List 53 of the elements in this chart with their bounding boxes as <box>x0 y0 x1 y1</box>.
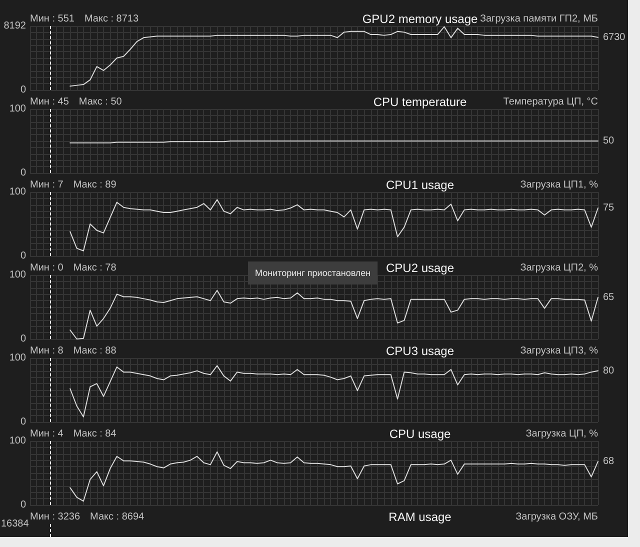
text: Макс : 84 <box>73 428 117 440</box>
text: Макс : 8713 <box>84 14 139 24</box>
text: Макс : 89 <box>73 180 117 190</box>
y-axis-title: Загрузка ЦП, % <box>526 428 598 440</box>
y-axis-title: Загрузка ЦП3, % <box>520 346 598 356</box>
text: Мин : 45 <box>30 96 70 108</box>
y-tick-label: 0 <box>20 334 26 344</box>
chart-title: CPU usage <box>389 427 452 441</box>
y-tick-label: 100 <box>9 186 26 198</box>
chart-title: CPU temperature <box>373 95 468 109</box>
line-series <box>70 26 598 87</box>
y-tick-label: 0 <box>20 84 26 96</box>
text: Мин : 8 <box>30 346 64 356</box>
chart-title: CPU2 usage <box>386 261 454 275</box>
line-series <box>70 290 598 340</box>
y-axis-title: Температура ЦП, °C <box>503 96 598 108</box>
chart-title: CPU1 usage <box>386 178 454 192</box>
data-label: 75 <box>603 202 615 214</box>
text: Мин : 551 <box>30 14 75 24</box>
chart-title: GPU2 memory usage <box>362 12 478 26</box>
annotation: Мониторинг приостановлен <box>255 268 371 278</box>
text: Мин : 4 <box>30 428 64 440</box>
y-axis-title: Загрузка ЦП1, % <box>520 180 598 190</box>
text: Мин : 7 <box>30 180 64 190</box>
line-series <box>70 365 598 418</box>
data-label: 68 <box>603 456 615 467</box>
y-tick-label: 100 <box>9 104 26 114</box>
text: Макс : 50 <box>78 96 122 108</box>
y-tick-label: 0 <box>20 416 26 428</box>
text: Загрузка ОЗУ, МБ <box>516 512 598 522</box>
y-axis-title: Загрузка памяти ГП2, МБ <box>480 14 598 24</box>
y-tick-label: 100 <box>9 270 26 280</box>
data-label: 65 <box>603 292 615 303</box>
line-series <box>70 451 598 502</box>
text: 16384 <box>0 518 30 530</box>
text: Макс : 78 <box>73 262 117 274</box>
chart-title: CPU3 usage <box>386 344 454 358</box>
text: Мин : 0 <box>30 262 64 274</box>
y-tick-label: 8192 <box>4 20 26 32</box>
y-tick-label: 0 <box>20 250 26 262</box>
text: Мин : 3236 <box>30 512 80 522</box>
data-label: 6730 <box>603 32 626 43</box>
data-label: 50 <box>603 136 615 146</box>
data-label: 80 <box>603 365 615 376</box>
text: Макс : 8694 <box>90 512 145 522</box>
y-tick-label: 0 <box>20 168 26 178</box>
y-tick-label: 0 <box>20 500 26 510</box>
y-tick-label: 100 <box>9 352 26 364</box>
text: Макс : 88 <box>73 346 117 356</box>
y-tick-label: 100 <box>9 436 26 446</box>
text: RAM usage <box>388 510 452 524</box>
y-axis-title: Загрузка ЦП2, % <box>520 262 598 274</box>
line-series <box>70 199 598 252</box>
